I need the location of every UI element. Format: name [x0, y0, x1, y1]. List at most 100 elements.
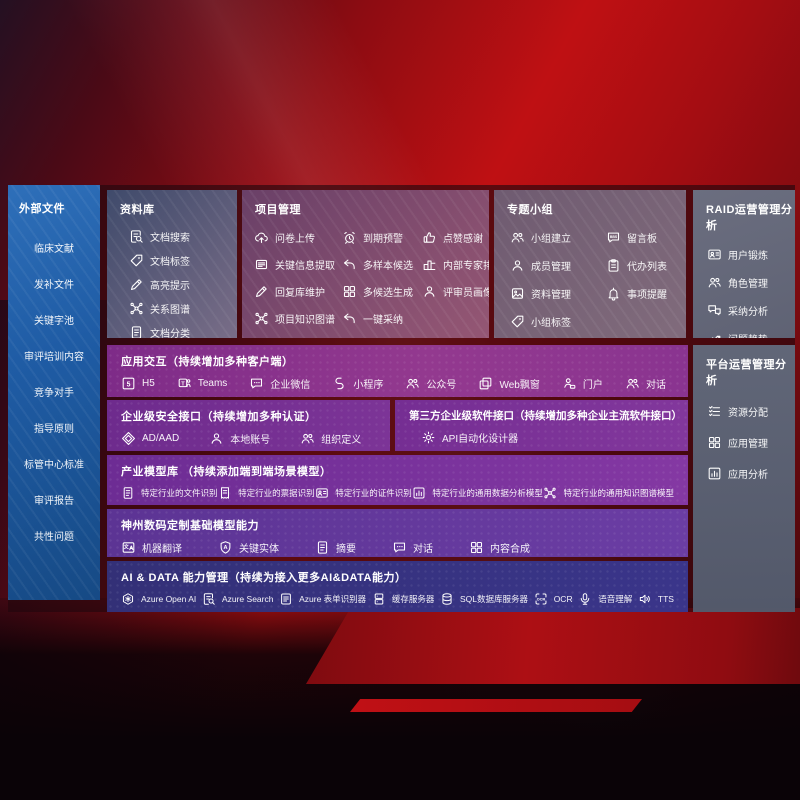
interact-items: 5 H5 T Teams 企业微信 小程序 公众号 Web飘窗 门户 对话: [121, 376, 666, 391]
library-panel: 资料库 文档搜索 文档标签 高亮提示 关系图谱 文档分类: [107, 190, 237, 338]
feature-label: 文档分类: [150, 329, 190, 338]
feature-label: 回复库维护: [275, 288, 325, 299]
svg-text:OCR: OCR: [536, 597, 545, 601]
feature-label: 组织定义: [321, 435, 362, 446]
db-icon: [442, 593, 452, 605]
feature-label: 摘要: [336, 544, 356, 555]
feature-item: 问题趋势: [707, 331, 795, 338]
external-files-list: 临床文献 发补文件 关键字池 审评培训内容 竞争对手 指导原则 标管中心标准 审评报告 共性问题: [8, 240, 100, 543]
chat-qa-icon: [708, 305, 721, 316]
row-title: 应用交互（持续增加多种客户端）: [121, 356, 294, 368]
h5-icon: 5: [122, 377, 135, 390]
person-icon: [211, 433, 222, 444]
mic-icon: [580, 593, 590, 605]
row-title: 产业模型库 （持续添加端到端场景模型）: [121, 466, 332, 478]
feature-item: Azure Search: [202, 592, 273, 606]
bbs-icon: BBS: [607, 232, 620, 243]
raid-analysis-panel: RAID运营管理分析 用户锻炼角色管理采纳分析问题趋势: [693, 190, 795, 338]
feature-item: 文档标签: [129, 253, 237, 268]
alarm-icon: [344, 231, 355, 244]
panel-title: RAID运营管理分析: [706, 204, 793, 232]
security-items: AD/AAD 本地账号 组织定义: [121, 431, 376, 446]
feature-label: 审评报告: [34, 496, 74, 507]
svg-text:BBS: BBS: [610, 235, 618, 239]
topic-groups-panel: 专题小组 小组建立 BBS 留言板 成员管理 代办列表 资料管理 事项提醒 小组标签: [494, 190, 686, 338]
feature-label: 内部专家排名: [443, 261, 489, 272]
feature-label: 用户锻炼: [728, 251, 768, 262]
feature-label: 特定行业的证件识别: [335, 488, 412, 498]
feature-item: 资料管理: [510, 286, 606, 301]
extract-icon: [255, 259, 268, 270]
grid-icon: [708, 436, 721, 449]
industry-model-row: 产业模型库 （持续添加端到端场景模型） 特定行业的文件识别 特定行业的票据识别 特定…: [107, 455, 688, 505]
panel-title: 专题小组: [507, 204, 553, 216]
feature-label: 企业微信: [270, 380, 311, 391]
feature-item: 关系图谱: [129, 301, 237, 316]
grid-icon: [343, 285, 356, 298]
card-icon: [316, 488, 328, 498]
feature-label: 门户: [582, 380, 603, 391]
chat-dots-icon: [251, 378, 263, 389]
feature-item: A 关键实体: [218, 540, 279, 555]
feature-label: 内容合成: [490, 544, 530, 555]
sidebar-item: 审评培训内容: [24, 348, 84, 363]
feature-item: 特定行业的文件识别: [121, 486, 218, 500]
feature-label: 评审员画像: [443, 288, 489, 299]
feature-label: 小组建立: [531, 234, 571, 245]
pen-icon: [130, 279, 142, 291]
aidata-items: Azure Open AI Azure Search Azure 表单识别器 缓存服务…: [121, 592, 674, 606]
feature-label: 发补文件: [34, 280, 74, 291]
groups-grid: 小组建立 BBS 留言板 成员管理 代办列表 资料管理 事项提醒 小组标签: [510, 230, 686, 329]
feature-item: 点赞感谢: [422, 230, 489, 245]
feature-label: 留言板: [627, 234, 657, 245]
feature-item: Azure 表单识别器: [279, 592, 366, 606]
feature-item: 文档搜索: [129, 229, 237, 244]
feature-item: 小组标签: [510, 314, 606, 329]
tag-icon: [511, 315, 524, 328]
feature-label: TTS: [657, 594, 674, 604]
feature-label: 本地账号: [230, 435, 271, 446]
sidebar-item: 指导原则: [34, 420, 74, 435]
feature-label: 高亮提示: [150, 281, 190, 292]
feature-label: H5: [142, 378, 155, 389]
feature-item: Azure Open AI: [121, 592, 196, 606]
feature-label: 特定行业的通用数据分析模型: [432, 488, 543, 498]
feature-label: 代办列表: [627, 262, 667, 273]
thumb-icon: [423, 232, 436, 243]
feature-item: 应用管理: [707, 435, 795, 450]
feature-item: OCR OCR: [534, 592, 573, 606]
feature-label: 到期预警: [363, 234, 403, 245]
digital-china-model-row: 神州数码定制基础模型能力 文 机器翻译 A 关键实体 摘要 对话 内容合成: [107, 509, 688, 557]
feature-item: 应用分析: [707, 466, 795, 481]
ai-data-capability-row: AI & DATA 能力管理（持续为接入更多AI&DATA能力） Azure O…: [107, 561, 688, 612]
feature-label: Azure Open AI: [141, 594, 197, 604]
clipboard-icon: [608, 259, 619, 272]
cloud-up-icon: [255, 232, 268, 244]
feature-label: 指导原则: [34, 424, 74, 435]
sidebar-item: 临床文献: [34, 240, 74, 255]
svg-text:5: 5: [127, 381, 131, 388]
window-icon: [480, 377, 492, 390]
digital-items: 文 机器翻译 A 关键实体 摘要 对话 内容合成: [121, 540, 674, 555]
doc-search-icon: [203, 593, 215, 605]
feature-item: API自动化设计器: [421, 430, 518, 445]
feature-item: T Teams: [177, 376, 227, 391]
feature-label: 关键信息提取: [275, 261, 335, 272]
sidebar-item: 竞争对手: [34, 384, 74, 399]
feature-label: Azure 表单识别器: [299, 594, 367, 604]
row-title: 企业级安全接口（持续增加多种认证）: [121, 411, 317, 423]
feature-label: 采纳分析: [728, 307, 768, 318]
chart-icon: [413, 487, 425, 499]
feature-label: 角色管理: [728, 279, 768, 290]
feature-label: 特定行业的通用知识图谱模型: [563, 488, 674, 498]
security-interface-row: 企业级安全接口（持续增加多种认证） AD/AAD 本地账号 组织定义: [107, 400, 390, 451]
graph-icon: [130, 302, 143, 315]
feature-label: 应用分析: [728, 470, 768, 481]
openai-icon: [122, 593, 134, 605]
doc-icon: [317, 541, 328, 554]
feature-item: 多候选生成: [342, 284, 422, 299]
feature-item: 代办列表: [606, 258, 686, 273]
doc-search-icon: [130, 230, 143, 243]
